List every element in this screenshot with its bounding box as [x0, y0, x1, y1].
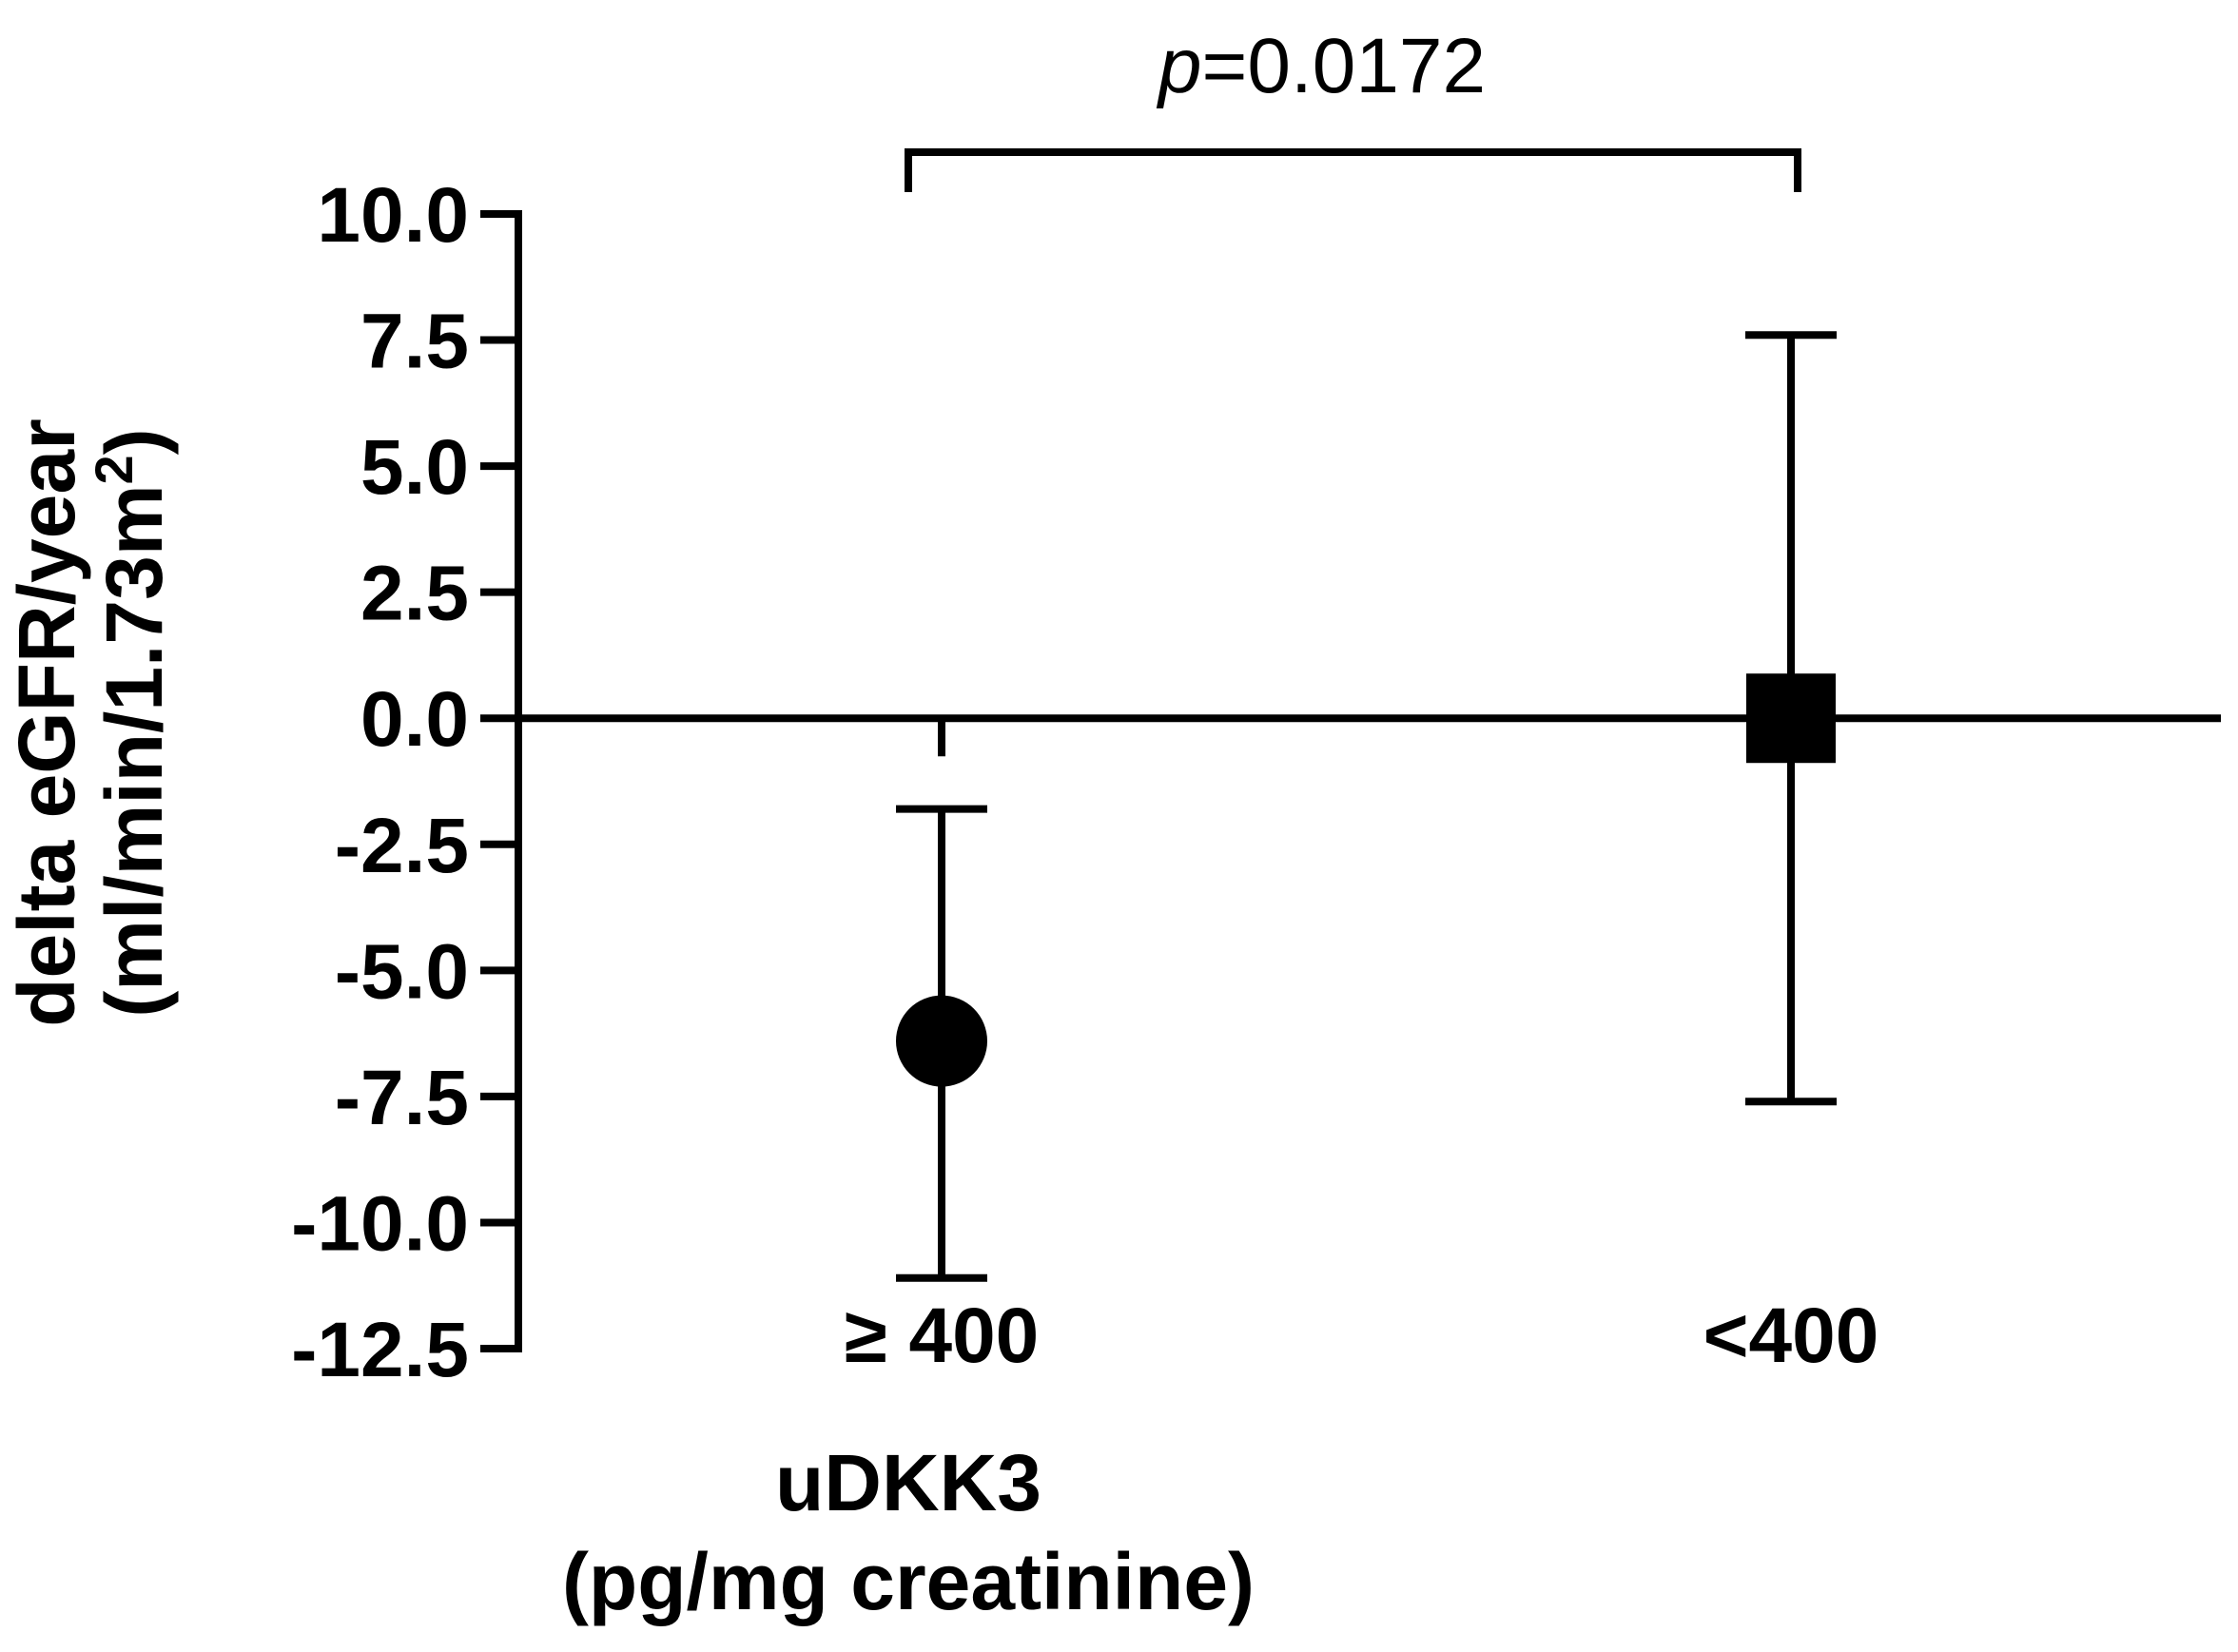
y-axis-title-line1: delta eGFR/year [2, 418, 91, 1027]
y-tick-label: 5.0 [360, 424, 469, 511]
y-tick-label: -5.0 [335, 928, 469, 1015]
p-value: =0.0172 [1201, 23, 1486, 109]
y-tick-label: -12.5 [291, 1307, 469, 1393]
y-tick-label: 10.0 [317, 172, 469, 259]
x-category-label: <400 [1703, 1292, 1879, 1379]
y-tick-label: 2.5 [360, 551, 469, 637]
y-tick-label: -10.0 [291, 1180, 469, 1267]
y-axis-ticks: 10.0 7.5 5.0 2.5 0.0 -2.5 -5.0 -7.5 -10.0 -12.5 [291, 172, 518, 1393]
y-units-superscript: 2 [84, 455, 144, 484]
y-tick-label: 7.5 [360, 299, 469, 385]
x-category-label: ≥ 400 [845, 1292, 1040, 1379]
y-axis-title-line2: (ml/min/1.73m2) [84, 428, 180, 1017]
mean-point-square [1746, 673, 1836, 764]
significance-bracket [905, 148, 1801, 192]
significance-annotation: p=0.0172 [905, 23, 1801, 192]
y-tick-label: -7.5 [335, 1055, 469, 1141]
x-axis-title-line2: (pg/mg creatinine) [562, 1537, 1255, 1626]
x-axis-title-line1: uDKK3 [775, 1438, 1041, 1527]
x-category-labels: ≥ 400 <400 [845, 1292, 1879, 1379]
y-tick-label: -2.5 [335, 803, 469, 889]
y-units-prefix: (ml/min/1.73m [89, 484, 179, 1017]
mean-point-circle [896, 995, 987, 1087]
y-tick-label: 0.0 [360, 676, 469, 763]
data-points [896, 331, 1837, 1282]
y-units-suffix: ) [89, 428, 179, 455]
p-symbol: p [1156, 23, 1202, 109]
p-value-label: p=0.0172 [1156, 23, 1486, 109]
y-axis-title-units: (ml/min/1.73m2) [84, 428, 180, 1017]
y-axis-title: delta eGFR/year [2, 418, 91, 1027]
